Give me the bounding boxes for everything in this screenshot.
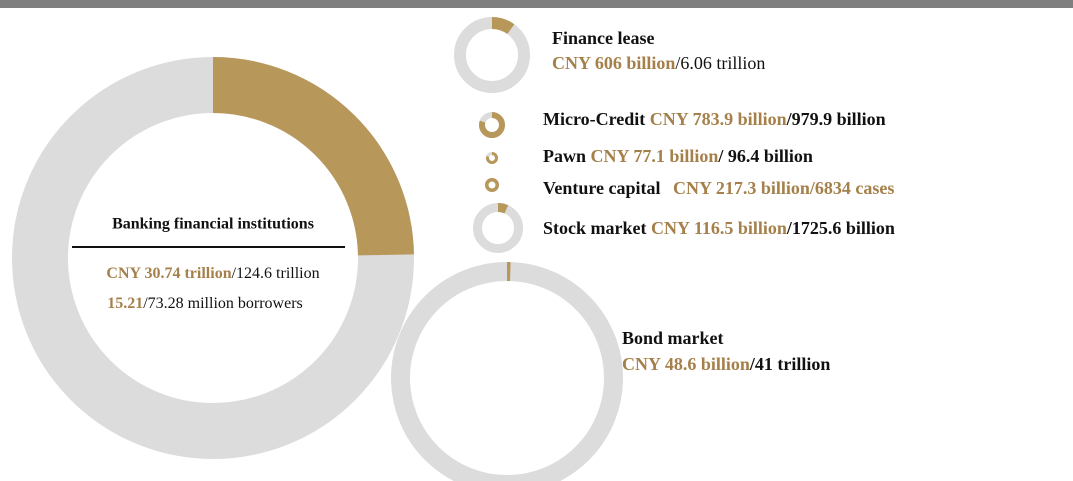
value-line: CNY 48.6 billion/41 trillion [622,354,830,374]
value-line: Stock market CNY 116.5 billion/1725.6 bi… [543,218,895,238]
value: CNY 783.9 billion [650,109,787,129]
label: Bond market [622,328,724,348]
ring-share [473,203,523,253]
ring-share [486,152,498,164]
label: Finance lease [552,28,654,48]
ring-share [12,57,414,459]
total: /124.6 trillion [232,265,320,282]
ring-share [391,262,623,481]
ring-share [454,17,530,93]
value-line: Pawn CNY 77.1 billion/ 96.4 billion [543,146,813,166]
ring-track [391,262,623,481]
value-line: Venture capital CNY 217.3 billion/6834 c… [543,178,894,198]
value-line: CNY 30.74 trillion/124.6 trillion [106,265,319,282]
total: / 96.4 billion [717,146,813,166]
value: CNY 30.74 trillion [106,265,231,282]
value: CNY 77.1 billion [591,146,719,166]
ring-track [454,17,530,93]
value: CNY 48.6 billion [622,354,750,374]
value: 15.21 [107,295,143,312]
value-line: CNY 606 billion/6.06 trillion [552,53,765,73]
borrowers-line: 15.21/73.28 million borrowers [107,295,303,312]
label: Banking financial institutions [112,216,314,233]
ring-track [473,203,523,253]
label: Stock market [543,218,646,238]
label: Micro-Credit [543,109,645,129]
total: /1725.6 billion [786,218,895,238]
value: CNY 217.3 billion/6834 cases [673,178,894,198]
label: Pawn [543,146,586,166]
ring-share [485,178,499,192]
value: CNY 606 billion [552,53,675,73]
total: /979.9 billion [786,109,886,129]
total: /6.06 trillion [675,53,765,73]
value: CNY 116.5 billion [651,218,787,238]
total: /73.28 million borrowers [143,295,303,312]
total: /41 trillion [749,354,831,374]
top-bar [0,0,1073,8]
value-line: Micro-Credit CNY 783.9 billion/979.9 bil… [543,109,886,129]
rings [12,17,623,481]
ring-share [479,112,505,138]
label: Venture capital [543,178,661,198]
